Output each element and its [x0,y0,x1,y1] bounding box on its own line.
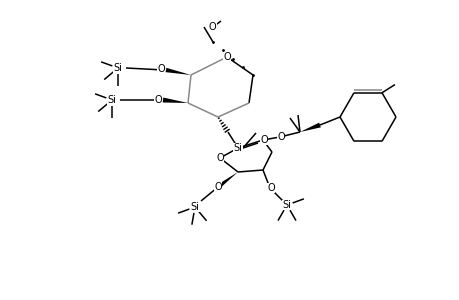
Polygon shape [216,172,237,189]
Text: O: O [277,132,284,142]
Polygon shape [162,98,188,103]
Text: O: O [216,153,224,163]
Text: O: O [260,135,267,145]
Text: O: O [208,22,216,32]
Text: O: O [154,95,162,105]
Text: O: O [214,182,221,192]
Text: O: O [223,52,230,62]
Polygon shape [299,123,320,132]
Text: O: O [216,153,224,163]
Text: O: O [267,183,274,193]
Text: Si: Si [107,95,116,105]
Text: Si: Si [233,143,242,153]
Text: Si: Si [190,202,199,212]
Text: O: O [260,135,267,145]
Text: O: O [208,22,216,32]
Text: Si: Si [113,63,122,73]
Text: Si: Si [107,95,116,105]
Polygon shape [165,68,190,75]
Text: O: O [277,132,284,142]
Text: O: O [214,182,221,192]
Text: Si: Si [190,202,199,212]
Text: Si: Si [233,143,242,153]
Text: O: O [267,183,274,193]
Text: O: O [154,95,162,105]
Text: Si: Si [282,200,291,210]
Text: O: O [157,64,165,74]
Text: Si: Si [282,200,291,210]
Text: O: O [157,64,165,74]
Text: Si: Si [113,63,122,73]
Text: O: O [223,52,230,62]
